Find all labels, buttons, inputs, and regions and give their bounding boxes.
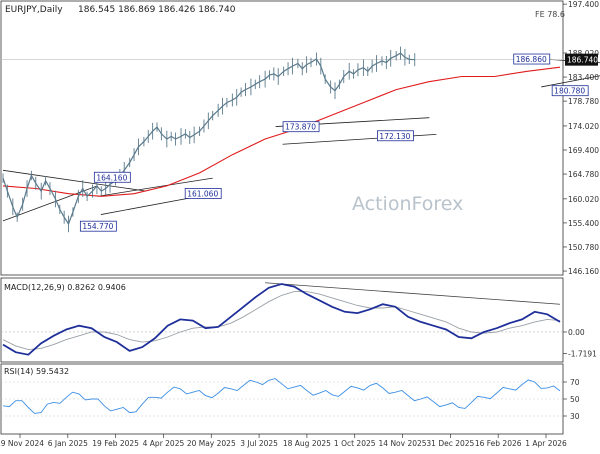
x-tick-label: 14 Nov 2025 [379, 439, 427, 448]
x-tick-label: 19 Nov 2024 [0, 439, 44, 448]
price-panel-frame [0, 0, 564, 276]
price-y-tick-label: 160.020 [568, 195, 599, 204]
annotation-label: 172.130 [379, 132, 410, 141]
price-y-tick-label: 146.160 [568, 267, 599, 276]
trend-line [541, 75, 600, 88]
price-y-tick-label: 178.780 [568, 97, 599, 106]
annotation-label: 164.160 [96, 173, 127, 182]
macd-panel-frame [0, 277, 564, 363]
macd-trend-line [265, 282, 561, 305]
rsi-y-tick-label: 30 [570, 412, 580, 421]
annotation-box [513, 53, 551, 65]
annotation-label: 154.770 [82, 222, 113, 231]
price-y-tick-label: 150.780 [568, 243, 599, 252]
x-tick-label: 6 Jan 2025 [48, 439, 88, 448]
annotation-label: 186.860 [516, 55, 547, 64]
annotation-box [93, 171, 131, 183]
price-y-tick-label: 155.400 [568, 219, 599, 228]
x-tick-label: 18 Aug 2025 [283, 439, 331, 448]
last-price-box [565, 53, 598, 66]
x-tick-label: 3 Jul 2025 [240, 439, 278, 448]
annotation-box [551, 85, 589, 97]
chart-title: EURJPY,Daily [5, 5, 63, 15]
price-y-tick-label: 174.020 [568, 122, 599, 131]
rsi-label: RSI(14) 59.5432 [4, 367, 69, 376]
x-tick-label: 1 Apr 2026 [525, 439, 567, 448]
trend-line [97, 177, 213, 197]
annotation-box [184, 188, 222, 199]
rsi-y-tick-label: 70 [570, 378, 580, 387]
annotation-label: 180.780 [554, 87, 585, 96]
trend-line [2, 169, 147, 192]
macd-y-tick-label: 0.00 [568, 328, 585, 337]
macd-line [2, 283, 561, 356]
price-y-tick-label: 169.400 [568, 146, 599, 155]
macd-label: MACD(12,26,9) 0.8262 0.9406 [4, 283, 126, 292]
x-tick-label: 19 Feb 2025 [92, 439, 139, 448]
annotation-label: 173.870 [285, 123, 316, 132]
x-tick-label: 31 Dec 2025 [426, 439, 474, 448]
price-y-tick-label: 188.020 [568, 49, 599, 58]
price-y-tick-label: 183.400 [568, 73, 599, 82]
price-y-tick-label: 197.400 [568, 0, 599, 9]
annotation-label: 161.060 [187, 189, 218, 198]
fe-indicator-label: FE 78.6 [535, 10, 565, 19]
annotation-box [79, 220, 117, 232]
x-tick-label: 4 Apr 2025 [143, 439, 185, 448]
x-tick-label: 1 Oct 2025 [334, 439, 376, 448]
last-price-label: 186.740 [567, 56, 598, 65]
x-tick-label: 16 Feb 2026 [475, 439, 522, 448]
moving-average-line [2, 66, 561, 197]
price-y-tick-label: 164.780 [568, 170, 599, 179]
x-tick-label: 20 May 2025 [187, 439, 236, 448]
annotation-box [377, 130, 414, 142]
annotation-box [282, 121, 320, 133]
rsi-line [2, 378, 561, 414]
macd-y-tick-label: -1.7191 [568, 350, 597, 359]
rsi-y-tick-label: 50 [570, 395, 580, 404]
ohlc-readout: 186.545 186.869 186.426 186.740 [78, 5, 236, 15]
watermark: ActionForex [352, 193, 463, 215]
